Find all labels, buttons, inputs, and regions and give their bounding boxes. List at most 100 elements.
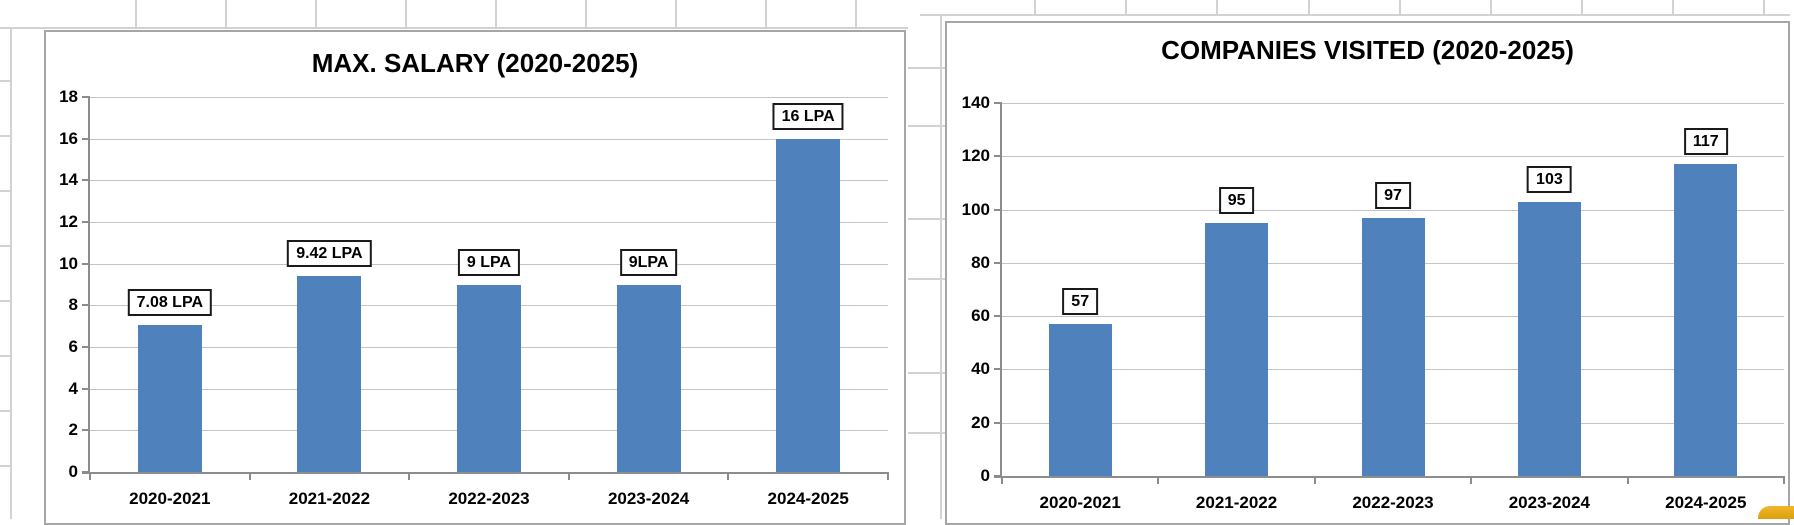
- bar-value-label: 97: [1375, 181, 1411, 209]
- plot-gridline: [1002, 103, 1784, 104]
- sheet-gridline: [0, 27, 908, 29]
- yellow-corner-badge[interactable]: [1758, 506, 1794, 519]
- bar-value-label: 7.08 LPA: [127, 288, 212, 316]
- bar-2021-2022[interactable]: [297, 275, 362, 472]
- bar-2020-2021[interactable]: [1048, 324, 1112, 476]
- y-axis-tick: [994, 155, 1002, 158]
- bar-2021-2022[interactable]: [1205, 222, 1269, 476]
- sheet-gridline: [920, 14, 1790, 16]
- bar-value-label: 95: [1218, 186, 1255, 214]
- x-axis-tick: [1313, 476, 1316, 484]
- sheet-gridline: [908, 125, 945, 127]
- chart-max-salary[interactable]: MAX. SALARY (2020-2025) 18 16 14 12 10 8 6 4 2 0 7…: [44, 30, 906, 525]
- sheet-gridline: [1308, 0, 1310, 14]
- x-axis-line: [82, 472, 888, 474]
- y-axis-label: 140: [961, 93, 990, 112]
- y-axis-label: 14: [59, 170, 78, 190]
- bar-2024-2025[interactable]: [1674, 164, 1738, 476]
- bar-2024-2025[interactable]: [776, 138, 841, 472]
- y-axis-tick: [82, 179, 90, 182]
- x-axis-line: [994, 476, 1784, 478]
- sheet-gridline: [405, 0, 407, 27]
- y-axis-label: 6: [68, 337, 78, 356]
- sheet-gridline: [1581, 0, 1583, 14]
- sheet-gridline: [908, 67, 945, 69]
- sheet-gridline: [1125, 0, 1127, 14]
- sheet-gridline: [765, 0, 767, 27]
- bar-value-label: 103: [1527, 165, 1572, 193]
- y-axis-tick: [994, 102, 1002, 104]
- y-axis-tick: [82, 387, 90, 390]
- bar-value-label: 117: [1683, 128, 1728, 156]
- x-axis-category-label: 2022-2023: [1352, 493, 1434, 512]
- x-axis-tick: [1001, 476, 1003, 484]
- y-axis-tick: [994, 368, 1002, 371]
- sheet-gridline: [0, 300, 10, 302]
- sheet-gridline: [855, 0, 857, 27]
- sheet-gridline: [585, 0, 587, 27]
- y-axis-label: 0: [980, 466, 990, 485]
- y-axis-label: 120: [961, 146, 990, 166]
- bar-value-label: 57: [1062, 288, 1099, 316]
- y-axis-label: 20: [971, 412, 990, 432]
- sheet-gridline: [315, 0, 317, 27]
- sheet-gridline: [10, 27, 12, 519]
- sheet-gridline: [225, 0, 227, 27]
- y-axis-line: [88, 97, 90, 472]
- y-axis-label: 10: [59, 253, 78, 273]
- x-axis-tick: [567, 472, 570, 480]
- x-axis-tick: [1157, 476, 1160, 484]
- x-axis-category-label: 2023-2024: [1508, 493, 1591, 512]
- sheet-gridline: [675, 0, 677, 27]
- y-axis-label: 0: [68, 462, 78, 481]
- bar-value-label: 16 LPA: [772, 102, 844, 130]
- y-axis-label: 16: [59, 128, 78, 148]
- sheet-gridline: [908, 432, 945, 434]
- y-axis-tick: [82, 221, 90, 223]
- y-axis-tick: [994, 261, 1002, 264]
- plot-gridline: [90, 180, 888, 182]
- sheet-gridline: [1034, 0, 1036, 14]
- y-axis-tick: [994, 315, 1002, 318]
- sheet-gridline: [1216, 0, 1218, 14]
- plot-gridline: [90, 97, 888, 98]
- y-axis-label: 60: [971, 306, 990, 326]
- plot-gridline: [1002, 156, 1784, 158]
- x-axis-tick: [408, 472, 411, 480]
- bar-value-label: 9.42 LPA: [287, 239, 372, 267]
- x-axis-category-label: 2023-2024: [607, 489, 690, 508]
- plot-gridline: [90, 222, 888, 223]
- y-axis-label: 80: [971, 252, 990, 272]
- sheet-gridline: [0, 245, 10, 247]
- x-axis-category-label: 2024-2025: [767, 489, 849, 508]
- chart-title: COMPANIES VISITED (2020-2025): [1161, 35, 1574, 65]
- sheet-gridline: [940, 14, 942, 519]
- x-axis-tick: [1470, 476, 1473, 484]
- bar-2022-2023[interactable]: [1361, 217, 1425, 476]
- y-axis-label: 40: [971, 359, 990, 379]
- bar-2023-2024[interactable]: [616, 284, 681, 472]
- sheet-gridline: [1672, 0, 1674, 14]
- x-axis-tick: [1783, 476, 1785, 484]
- y-axis-tick: [82, 304, 90, 307]
- bar-2023-2024[interactable]: [1517, 201, 1581, 476]
- x-axis-category-label: 2022-2023: [448, 489, 530, 508]
- sheet-gridline: [0, 190, 10, 192]
- chart-title: MAX. SALARY (2020-2025): [311, 48, 639, 78]
- x-axis-tick: [89, 472, 91, 480]
- bar-2020-2021[interactable]: [137, 324, 202, 472]
- y-axis-label: 2: [68, 420, 78, 440]
- x-axis-tick: [887, 472, 889, 480]
- y-axis-line: [1000, 103, 1002, 476]
- chart-companies-visited[interactable]: COMPANIES VISITED (2020-2025) 140 120 100 8…: [945, 21, 1790, 525]
- x-axis-tick: [1626, 476, 1629, 484]
- x-axis-category-label: 2020-2021: [1039, 493, 1121, 512]
- sheet-gridline: [0, 135, 10, 137]
- x-axis-tick: [248, 472, 251, 480]
- bar-2022-2023[interactable]: [457, 284, 521, 472]
- y-axis-tick: [82, 262, 90, 265]
- y-axis-tick: [994, 208, 1002, 211]
- sheet-gridline: [0, 355, 10, 357]
- y-axis-tick: [994, 421, 1002, 424]
- y-axis-label: 12: [59, 212, 78, 231]
